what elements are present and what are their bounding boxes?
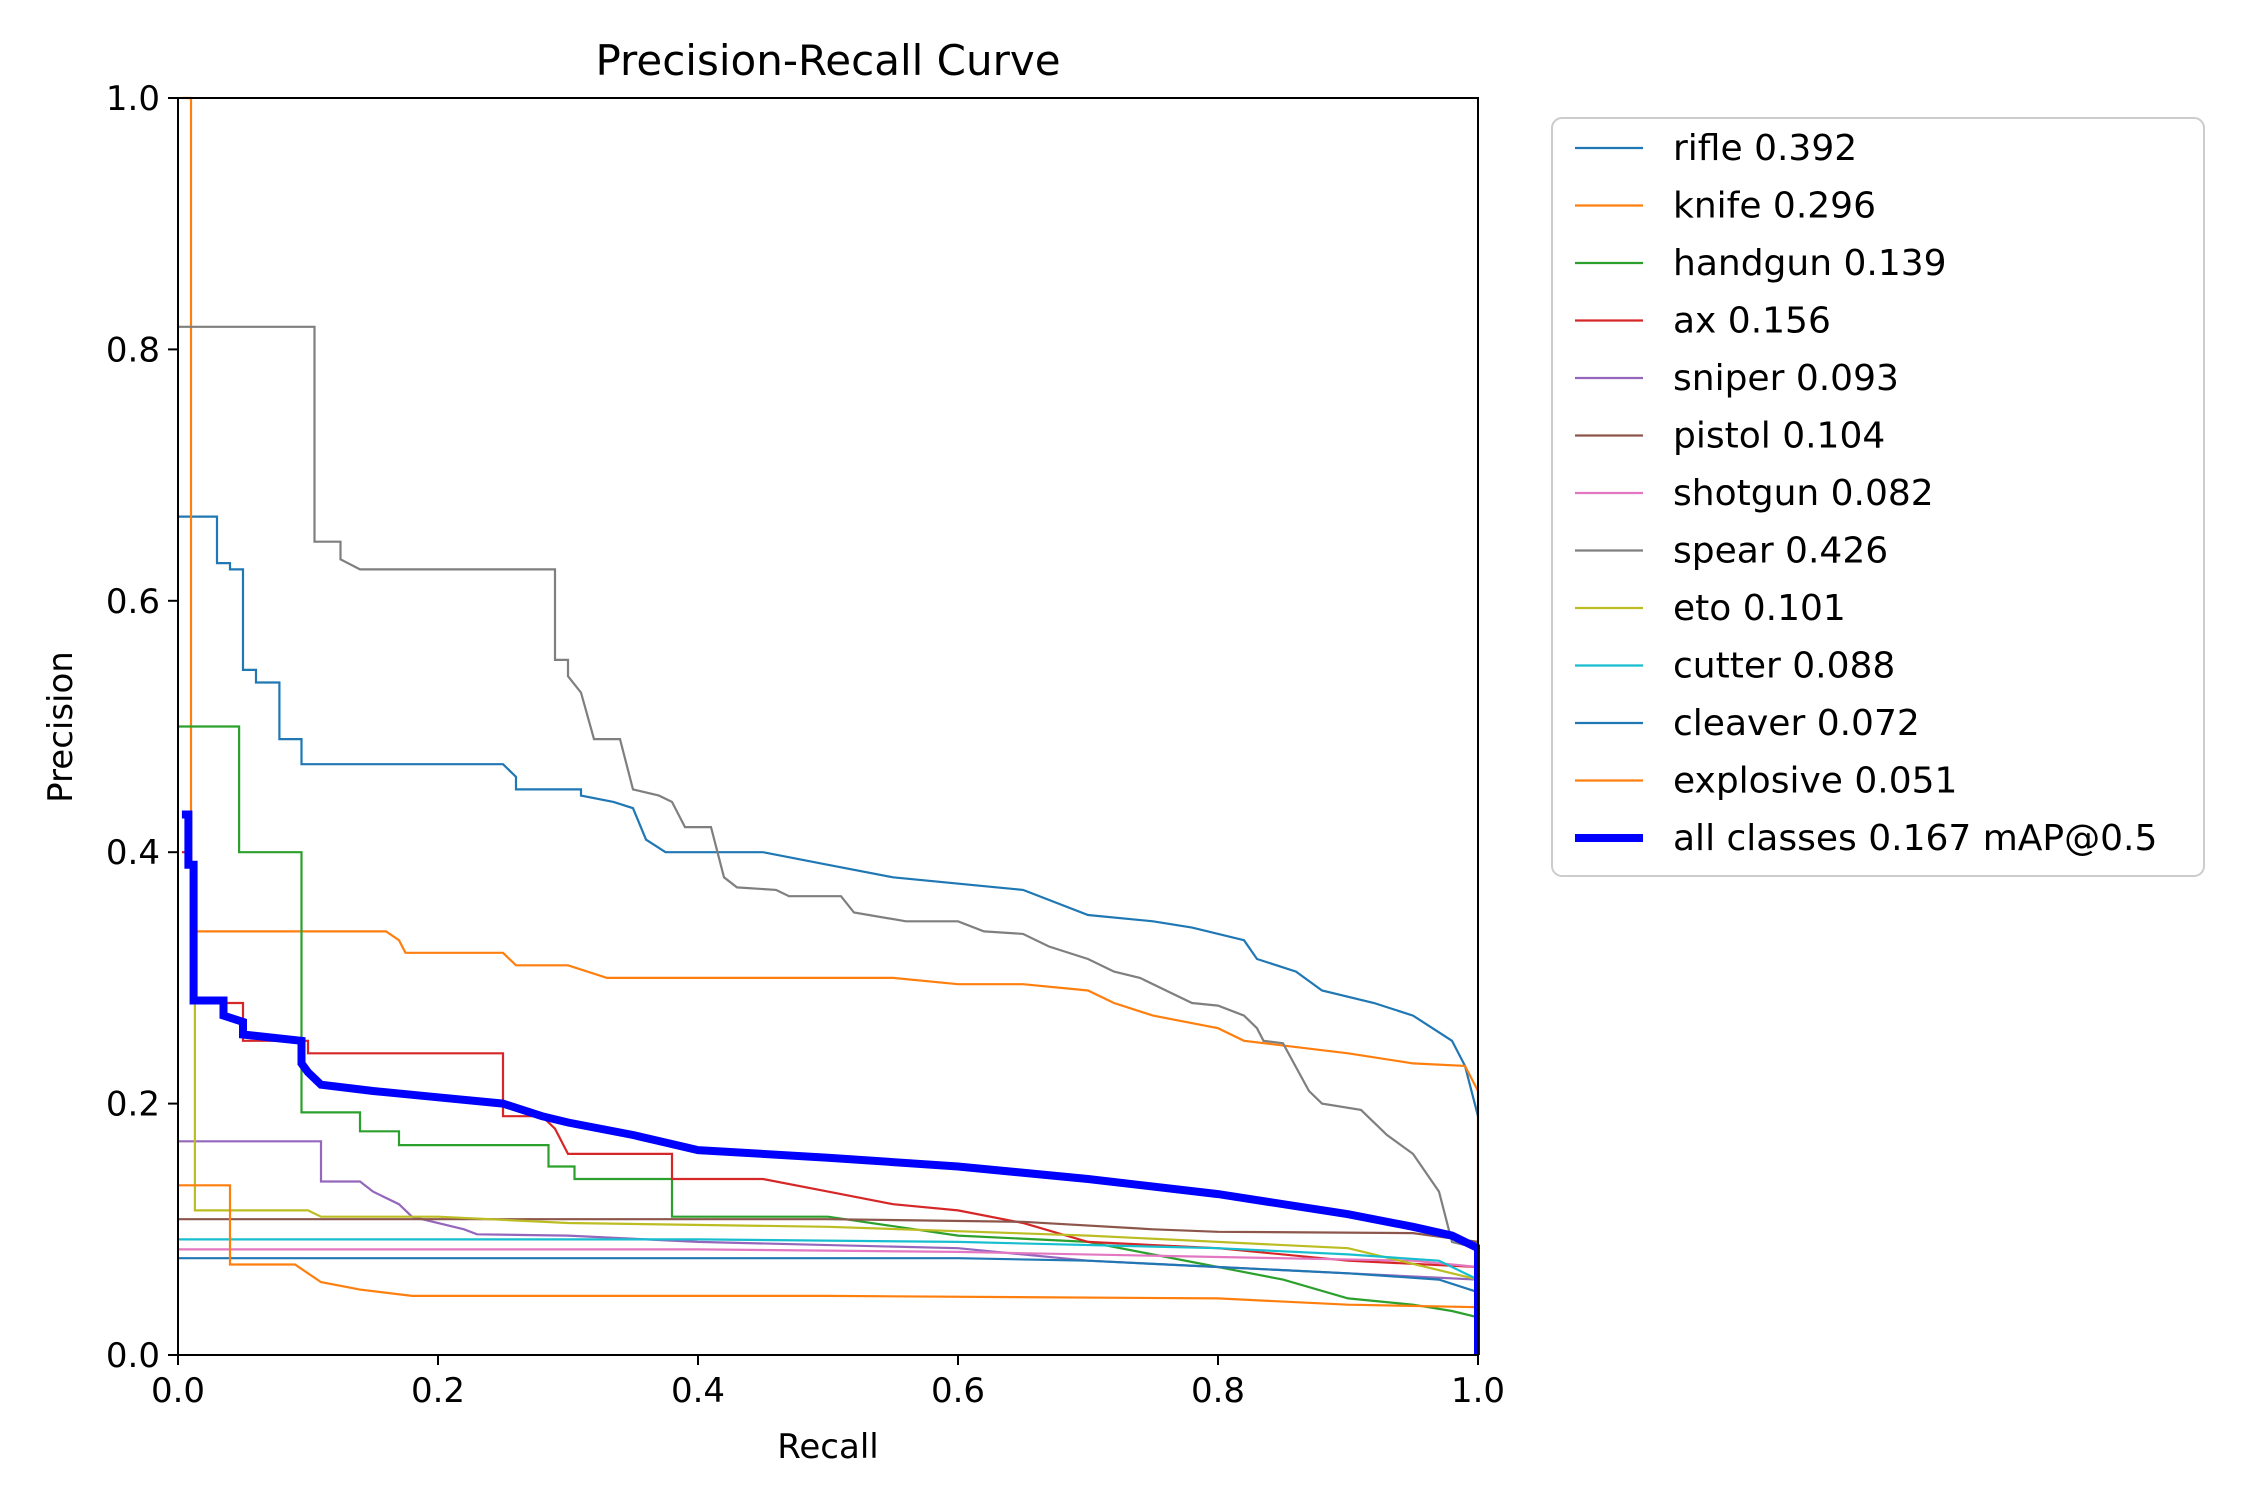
y-tick-label: 0.6 (106, 582, 160, 622)
x-tick-label: 0.6 (931, 1371, 985, 1411)
series-line-7 (178, 325, 1479, 1250)
x-tick-label: 0.2 (411, 1371, 465, 1411)
chart-title: Precision-Recall Curve (595, 36, 1060, 85)
series-line-12 (181, 810, 1480, 1355)
legend-label-7: spear 0.426 (1673, 531, 1888, 572)
legend-label-3: ax 0.156 (1673, 301, 1831, 342)
y-axis: 0.0 0.2 0.4 0.6 0.8 1.0 (106, 79, 178, 1376)
y-tick-label: 1.0 (106, 79, 160, 119)
x-tick-label: 1.0 (1451, 1371, 1505, 1411)
y-axis-label: Precision (41, 651, 81, 803)
legend-label-9: cutter 0.088 (1673, 646, 1895, 687)
legend: rifle 0.392 knife 0.296 handgun 0.139 ax 0.… (1551, 117, 2205, 877)
legend-label-0: rifle 0.392 (1673, 128, 1857, 169)
series-line-5 (178, 1218, 1479, 1243)
legend-label-11: explosive 0.051 (1673, 761, 1957, 802)
legend-label-8: eto 0.101 (1673, 588, 1846, 629)
legend-label-5: pistol 0.104 (1673, 416, 1885, 457)
legend-label-6: shotgun 0.082 (1673, 473, 1934, 514)
legend-label-1: knife 0.296 (1673, 186, 1876, 227)
y-tick-label: 0.4 (106, 833, 160, 873)
series-line-11 (178, 1184, 1479, 1309)
plot-frame (177, 97, 1479, 1356)
series-line-1 (181, 96, 1480, 1355)
x-axis-label: Recall (777, 1427, 878, 1467)
series-line-9 (178, 1238, 1479, 1281)
series-line-6 (178, 1248, 1479, 1269)
legend-frame (1551, 117, 2205, 877)
series-line-0 (178, 515, 1480, 1117)
x-tick-label: 0.8 (1191, 1371, 1245, 1411)
legend-label-2: handgun 0.139 (1673, 243, 1947, 284)
x-tick-label: 0.0 (151, 1371, 205, 1411)
plot-area (178, 96, 1480, 1355)
series-line-10 (178, 1257, 1479, 1294)
x-axis: 0.0 0.2 0.4 0.6 0.8 1.0 (151, 1355, 1505, 1411)
legend-label-4: sniper 0.093 (1673, 358, 1899, 399)
y-tick-label: 0.0 (106, 1336, 160, 1376)
legend-label-12: all classes 0.167 mAP@0.5 (1673, 818, 2157, 859)
y-tick-label: 0.2 (106, 1085, 160, 1125)
x-tick-label: 0.4 (671, 1371, 725, 1411)
series-line-8 (191, 913, 1479, 1281)
legend-label-10: cleaver 0.072 (1673, 703, 1920, 744)
y-tick-label: 0.8 (106, 330, 160, 370)
